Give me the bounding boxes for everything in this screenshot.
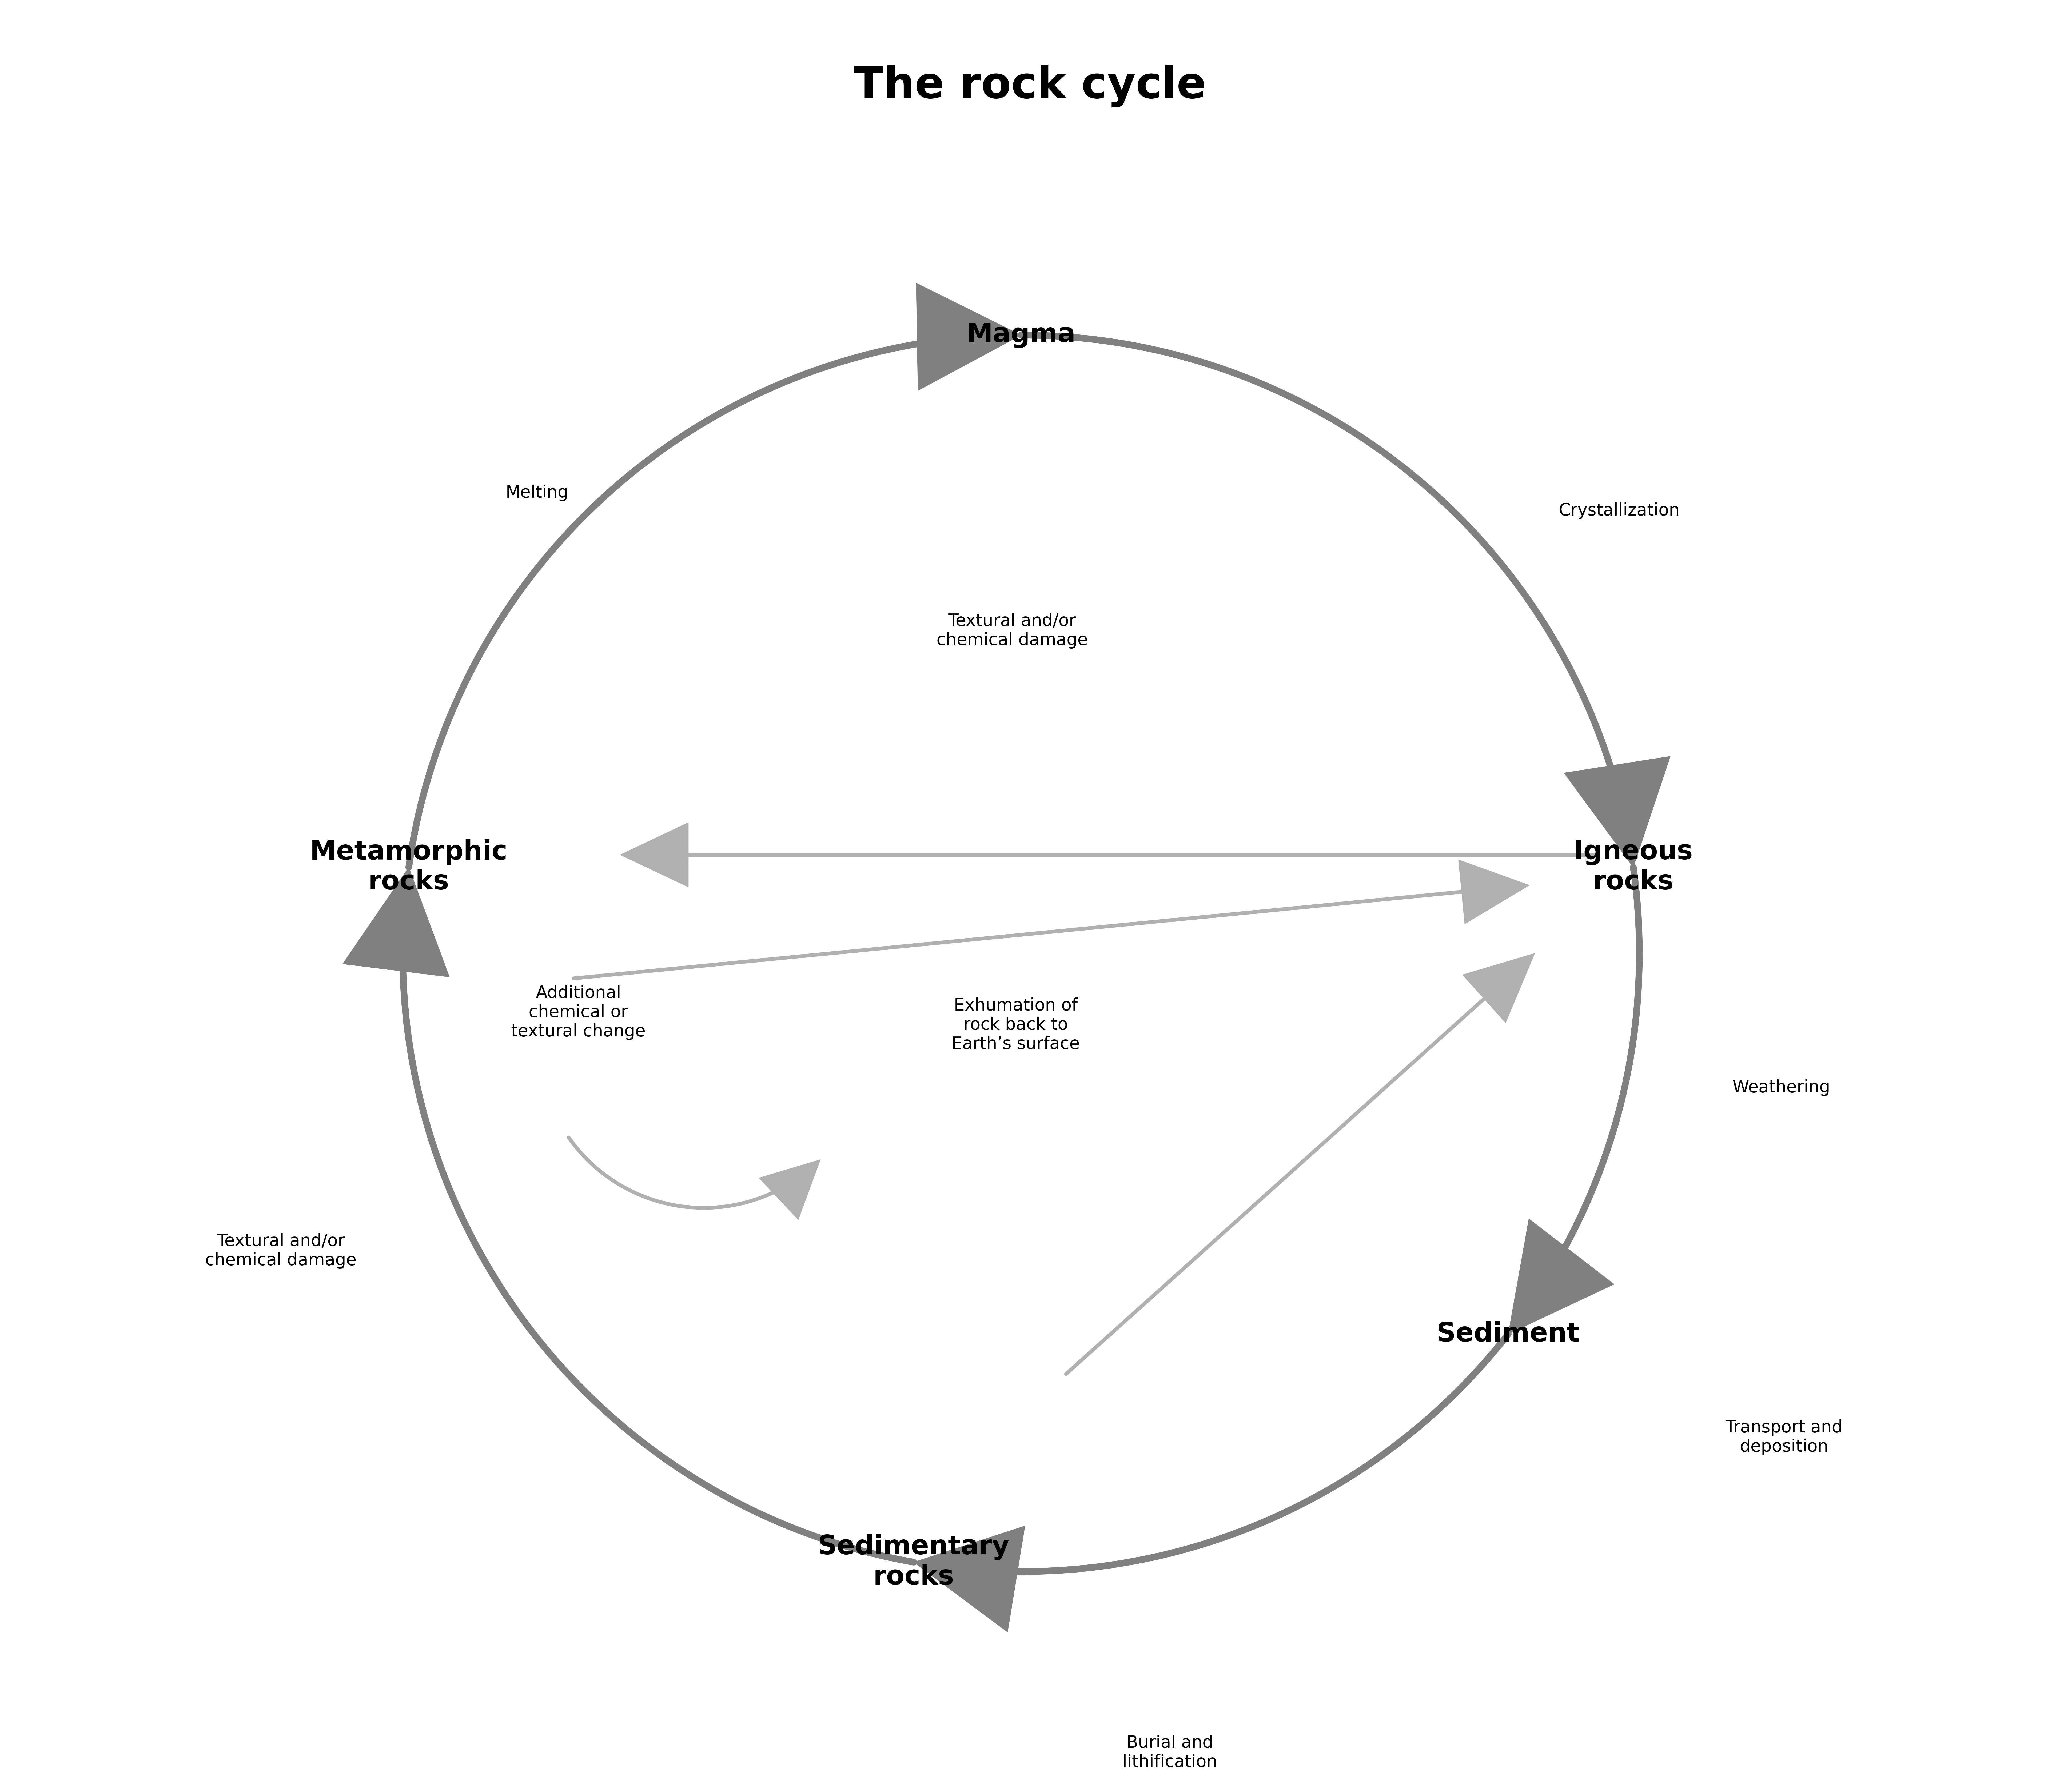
- Polygon shape: [1508, 1219, 1615, 1333]
- Text: Magma: Magma: [966, 323, 1075, 348]
- Text: Melting: Melting: [505, 484, 569, 502]
- Polygon shape: [1463, 953, 1535, 1023]
- Text: Textural and/or
chemical damage: Textural and/or chemical damage: [937, 613, 1088, 649]
- Text: Sedimentary
rocks: Sedimentary rocks: [818, 1534, 1009, 1590]
- Polygon shape: [620, 823, 688, 887]
- Text: Igneous
rocks: Igneous rocks: [1574, 839, 1693, 896]
- Polygon shape: [758, 1159, 820, 1220]
- Polygon shape: [342, 867, 449, 977]
- Text: Exhumation of
rock back to
Earth’s surface: Exhumation of rock back to Earth’s surfa…: [952, 998, 1079, 1052]
- Text: Weathering: Weathering: [1732, 1079, 1831, 1097]
- Polygon shape: [917, 283, 1022, 391]
- Polygon shape: [1564, 756, 1671, 867]
- Polygon shape: [1458, 860, 1529, 925]
- Text: Additional
chemical or
textural change: Additional chemical or textural change: [511, 986, 645, 1039]
- Text: Textural and/or
chemical damage: Textural and/or chemical damage: [206, 1233, 356, 1269]
- Text: Crystallization: Crystallization: [1559, 502, 1679, 520]
- Text: Sediment: Sediment: [1436, 1321, 1580, 1348]
- Text: Metamorphic
rocks: Metamorphic rocks: [309, 839, 507, 896]
- Text: Transport and
deposition: Transport and deposition: [1726, 1419, 1844, 1455]
- Text: Burial and
lithification: Burial and lithification: [1123, 1735, 1217, 1770]
- Text: The rock cycle: The rock cycle: [853, 65, 1207, 108]
- Polygon shape: [915, 1527, 1026, 1633]
